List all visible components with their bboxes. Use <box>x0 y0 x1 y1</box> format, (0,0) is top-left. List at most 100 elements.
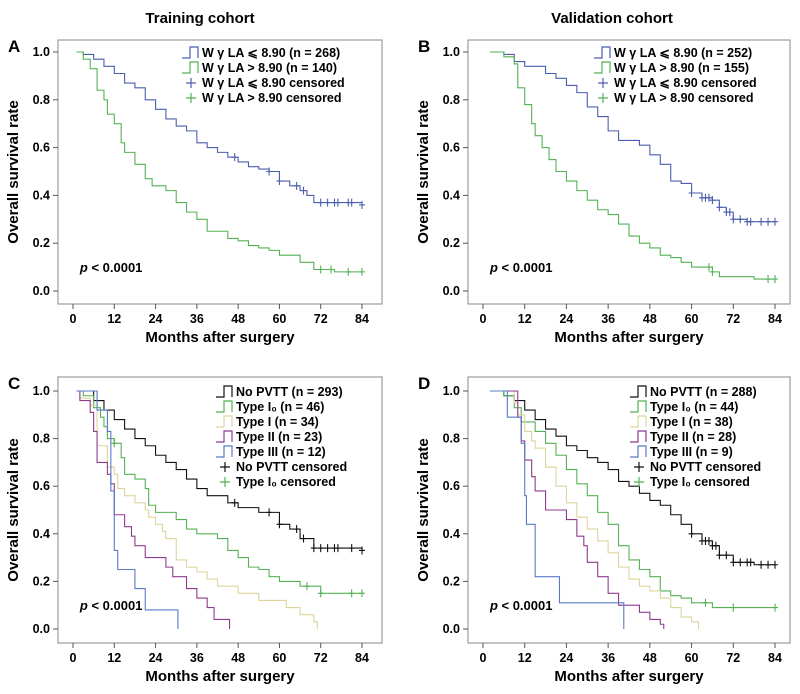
panel-label: C <box>8 374 20 393</box>
x-tick-label: 84 <box>768 651 782 665</box>
legend-plus-icon <box>598 78 608 88</box>
legend: W γ LA ⩽ 8.90 (n = 268)W γ LA > 8.90 (n … <box>182 46 345 105</box>
y-tick-label: 1.0 <box>443 384 460 398</box>
p-value-annotation: p < 0.0001 <box>489 598 553 613</box>
legend-entry: W γ LA > 8.90 censored <box>614 91 754 105</box>
legend-entry: No PVTT censored <box>650 460 761 474</box>
censor-mark <box>317 589 324 598</box>
survival-curve <box>489 390 775 609</box>
censor-mark <box>334 198 341 207</box>
censor-mark <box>328 265 335 274</box>
legend-entry: Type III (n = 9) <box>650 445 733 459</box>
legend-entry: Type I₀ (n = 46) <box>236 400 324 414</box>
censor-mark <box>772 603 778 612</box>
censor-mark <box>758 560 765 569</box>
y-tick-label: 1.0 <box>443 45 460 59</box>
censor-mark <box>276 520 283 529</box>
y-tick-label: 0.8 <box>443 93 460 107</box>
p-symbol: p <box>489 260 498 275</box>
p-symbol: p <box>79 260 88 275</box>
censor-mark <box>324 198 331 207</box>
x-tick-label: 24 <box>149 312 163 326</box>
legend-step-icon <box>630 415 647 428</box>
censor-mark <box>716 203 723 212</box>
censor-mark <box>772 560 778 569</box>
censor-mark <box>705 536 712 545</box>
p-value-text: < 0.0001 <box>498 260 553 275</box>
y-tick-label: 0.4 <box>443 188 460 202</box>
y-tick-label: 0.0 <box>33 284 50 298</box>
censor-mark <box>111 439 118 448</box>
p-symbol: p <box>489 598 498 613</box>
legend-step-icon <box>182 61 199 74</box>
y-tick-label: 0.4 <box>443 527 460 541</box>
y-tick-label: 0.0 <box>33 622 50 636</box>
p-symbol: p <box>79 598 88 613</box>
censor-mark <box>730 603 737 612</box>
censor-mark <box>317 265 324 274</box>
censor-mark <box>765 275 772 284</box>
x-tick-label: 0 <box>480 651 487 665</box>
legend-entry: Type I₀ censored <box>236 475 336 489</box>
y-tick-label: 0.2 <box>443 236 460 250</box>
censor-mark <box>726 208 733 217</box>
legend-entry: W γ LA ⩽ 8.90 censored <box>614 76 757 90</box>
survival-curve <box>76 51 363 205</box>
p-value-annotation: p < 0.0001 <box>79 260 143 275</box>
p-value-annotation: p < 0.0001 <box>489 260 553 275</box>
censor-mark <box>747 217 754 226</box>
legend-entry: Type I (n = 34) <box>236 415 319 429</box>
x-tick-label: 84 <box>768 312 782 326</box>
y-tick-label: 0.4 <box>33 188 50 202</box>
x-tick-label: 60 <box>685 651 699 665</box>
y-tick-label: 0.6 <box>443 479 460 493</box>
y-tick-label: 1.0 <box>33 45 50 59</box>
legend-entry: W γ LA ⩽ 8.90 (n = 252) <box>614 46 752 60</box>
x-tick-label: 0 <box>70 312 77 326</box>
panel-c: C 0 12 24 36 48 60 72 84 0.0 0.2 0.4 0.6 0.8 1.0 Months… <box>5 374 383 685</box>
y-axis-label: Overall survival rate <box>5 100 22 243</box>
panel-label: D <box>418 374 430 393</box>
survival-curve <box>489 51 775 223</box>
y-tick-label: 0.2 <box>443 574 460 588</box>
p-value-text: < 0.0001 <box>88 598 143 613</box>
legend-entry: No PVTT censored <box>236 460 347 474</box>
x-tick-label: 36 <box>190 651 204 665</box>
legend-step-icon <box>630 430 647 443</box>
panel-label: B <box>418 37 430 56</box>
legend-entry: Type I (n = 38) <box>650 415 733 429</box>
censor-mark <box>300 534 307 543</box>
x-tick-label: 72 <box>726 312 740 326</box>
censor-mark <box>348 589 355 598</box>
y-tick-label: 0.6 <box>33 141 50 155</box>
y-tick-label: 0.8 <box>443 432 460 446</box>
y-axis-label: Overall survival rate <box>415 100 432 243</box>
x-tick-label: 48 <box>231 312 245 326</box>
x-tick-label: 36 <box>190 312 204 326</box>
panel-b: B 0 12 24 36 48 60 72 84 0.0 0.2 0.4 0.6 0.8 1.0 Months… <box>415 37 791 346</box>
legend-step-icon <box>182 46 199 59</box>
legend-entry: W γ LA > 8.90 (n = 140) <box>202 61 337 75</box>
y-tick-label: 0.0 <box>443 284 460 298</box>
survival-curve <box>76 390 363 551</box>
x-tick-label: 0 <box>70 651 77 665</box>
censor-mark <box>231 153 238 162</box>
censor-mark <box>359 589 365 598</box>
survival-curve <box>489 51 775 280</box>
censor-mark <box>334 544 341 553</box>
censor-mark <box>758 217 765 226</box>
legend: W γ LA ⩽ 8.90 (n = 252)W γ LA > 8.90 (n … <box>594 46 757 105</box>
legend: No PVTT (n = 293)Type I₀ (n = 46)Type I … <box>216 385 347 489</box>
p-value-annotation: p < 0.0001 <box>79 598 143 613</box>
legend-entry: Type II (n = 28) <box>650 430 736 444</box>
censor-mark <box>688 189 695 198</box>
censor-mark <box>276 177 283 186</box>
legend-step-icon <box>216 445 233 458</box>
survival-curve <box>76 390 179 629</box>
x-tick-label: 12 <box>107 312 121 326</box>
censor-mark <box>348 198 355 207</box>
censor-mark <box>688 529 695 538</box>
censor-mark <box>705 263 712 272</box>
x-tick-label: 0 <box>480 312 487 326</box>
censor-mark <box>772 275 778 284</box>
